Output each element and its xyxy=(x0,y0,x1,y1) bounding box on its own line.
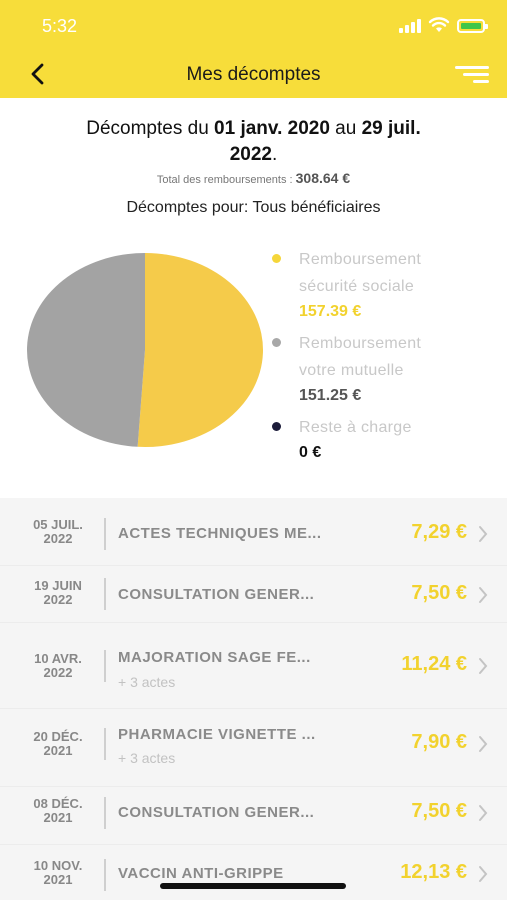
decompte-row[interactable]: 19 JUIN 2022 CONSULTATION GENER... 7,50 … xyxy=(0,566,507,623)
row-date-day: 10 NOV. xyxy=(33,858,83,873)
pie-slice-0 xyxy=(137,253,264,447)
row-label: MAJORATION SAGE FE... xyxy=(118,649,311,666)
chevron-right-icon xyxy=(479,526,488,542)
wifi-icon xyxy=(428,17,450,32)
period-heading: Décomptes du 01 janv. 2020 au 29 juil. 2… xyxy=(30,116,477,168)
row-date: 20 DÉC. 2021 xyxy=(14,730,102,758)
row-date-day: 19 JUIN xyxy=(34,578,82,593)
period-end-line2: 2022 xyxy=(229,144,272,165)
legend-label-line1: Reste à charge xyxy=(299,419,412,436)
row-amount: 7,50 € xyxy=(411,582,467,604)
row-date-year: 2021 xyxy=(43,872,73,887)
legend-value-mutuelle: 151.25 € xyxy=(299,387,362,404)
row-sub: + 3 actes xyxy=(118,750,176,766)
legend-dot-mutuelle xyxy=(272,338,281,347)
legend-dot-securite-sociale xyxy=(272,254,281,263)
row-date-year: 2021 xyxy=(43,743,73,758)
battery-icon xyxy=(457,19,488,33)
period-suffix: . xyxy=(272,144,278,165)
row-separator xyxy=(104,859,106,891)
back-arrow-icon[interactable] xyxy=(28,62,48,86)
legend-label-line1: Remboursement xyxy=(299,335,422,352)
legend-item-mutuelle: Remboursement votre mutuelle 151.25 € xyxy=(268,330,488,408)
row-date-day: 20 DÉC. xyxy=(33,729,83,744)
period-end-line1: 29 juil. xyxy=(361,118,421,139)
reimbursement-pie-chart xyxy=(27,253,264,447)
row-date-year: 2022 xyxy=(43,592,73,607)
legend-value-securite-sociale: 157.39 € xyxy=(299,303,362,320)
row-label: VACCIN ANTI-GRIPPE xyxy=(118,865,284,882)
row-sub: + 3 actes xyxy=(118,674,176,690)
chevron-right-icon xyxy=(479,805,488,821)
legend-value-reste-a-charge: 0 € xyxy=(299,444,322,461)
legend-label-line1: Remboursement xyxy=(299,251,422,268)
legend-label-line2: votre mutuelle xyxy=(299,362,404,379)
total-label: Total des remboursements : xyxy=(156,174,296,186)
legend-item-reste-a-charge: Reste à charge 0 € xyxy=(268,414,488,465)
row-date-year: 2021 xyxy=(43,810,73,825)
pie-slice-1 xyxy=(27,253,146,447)
decompte-row[interactable]: 10 AVR. 2022 MAJORATION SAGE FE... + 3 a… xyxy=(0,623,507,709)
chevron-right-icon xyxy=(479,736,488,752)
row-label: ACTES TECHNIQUES ME... xyxy=(118,525,322,542)
row-separator xyxy=(104,728,106,760)
home-indicator xyxy=(160,883,346,889)
row-separator xyxy=(104,518,106,550)
row-label: PHARMACIE VIGNETTE ... xyxy=(118,726,316,743)
row-date: 19 JUIN 2022 xyxy=(14,579,102,607)
row-date-day: 08 DÉC. xyxy=(33,796,83,811)
row-amount: 7,50 € xyxy=(411,800,467,822)
total-value: 308.64 € xyxy=(295,170,351,186)
total-reimbursements: Total des remboursements : 308.64 € xyxy=(0,170,507,186)
row-separator xyxy=(104,650,106,682)
period-middle: au xyxy=(329,118,362,139)
decompte-row[interactable]: 20 DÉC. 2021 PHARMACIE VIGNETTE ... + 3 … xyxy=(0,709,507,787)
row-date-day: 10 AVR. xyxy=(34,651,82,666)
decompte-row[interactable]: 05 JUIL. 2022 ACTES TECHNIQUES ME... 7,2… xyxy=(0,498,507,566)
chevron-right-icon xyxy=(479,866,488,882)
pie-legend: Remboursement sécurité sociale 157.39 € … xyxy=(268,246,488,465)
beneficiary-filter[interactable]: Décomptes pour: Tous bénéficiaires xyxy=(126,199,381,216)
decomptes-list: 05 JUIL. 2022 ACTES TECHNIQUES ME... 7,2… xyxy=(0,498,507,900)
chevron-right-icon xyxy=(479,658,488,674)
row-date-day: 05 JUIL. xyxy=(33,517,83,532)
legend-item-securite-sociale: Remboursement sécurité sociale 157.39 € xyxy=(268,246,488,324)
row-date-year: 2022 xyxy=(43,665,73,680)
row-date: 10 NOV. 2021 xyxy=(14,859,102,887)
app-header: 5:32 Mes décomptes xyxy=(0,0,507,98)
row-label: CONSULTATION GENER... xyxy=(118,586,315,603)
row-amount: 11,24 € xyxy=(401,653,467,675)
row-date: 10 AVR. 2022 xyxy=(14,652,102,680)
status-time: 5:32 xyxy=(42,16,78,36)
row-amount: 7,29 € xyxy=(411,521,467,543)
legend-label-line2: sécurité sociale xyxy=(299,278,415,295)
legend-dot-reste-a-charge xyxy=(272,422,281,431)
row-amount: 12,13 € xyxy=(400,861,467,883)
decompte-row[interactable]: 10 NOV. 2021 VACCIN ANTI-GRIPPE 12,13 € xyxy=(0,845,507,900)
row-date-year: 2022 xyxy=(43,531,73,546)
period-prefix: Décomptes du xyxy=(86,118,215,139)
row-separator xyxy=(104,797,106,829)
chevron-right-icon xyxy=(479,587,488,603)
row-amount: 7,90 € xyxy=(411,731,467,753)
signal-icon xyxy=(399,19,421,33)
row-separator xyxy=(104,578,106,610)
row-date: 05 JUIL. 2022 xyxy=(14,518,102,546)
row-date: 08 DÉC. 2021 xyxy=(14,797,102,825)
row-label: CONSULTATION GENER... xyxy=(118,804,315,821)
decompte-row[interactable]: 08 DÉC. 2021 CONSULTATION GENER... 7,50 … xyxy=(0,787,507,845)
period-start: 01 janv. 2020 xyxy=(214,118,330,139)
filter-menu-icon[interactable] xyxy=(455,66,489,84)
page-title: Mes décomptes xyxy=(186,64,321,85)
status-icons xyxy=(399,17,488,33)
